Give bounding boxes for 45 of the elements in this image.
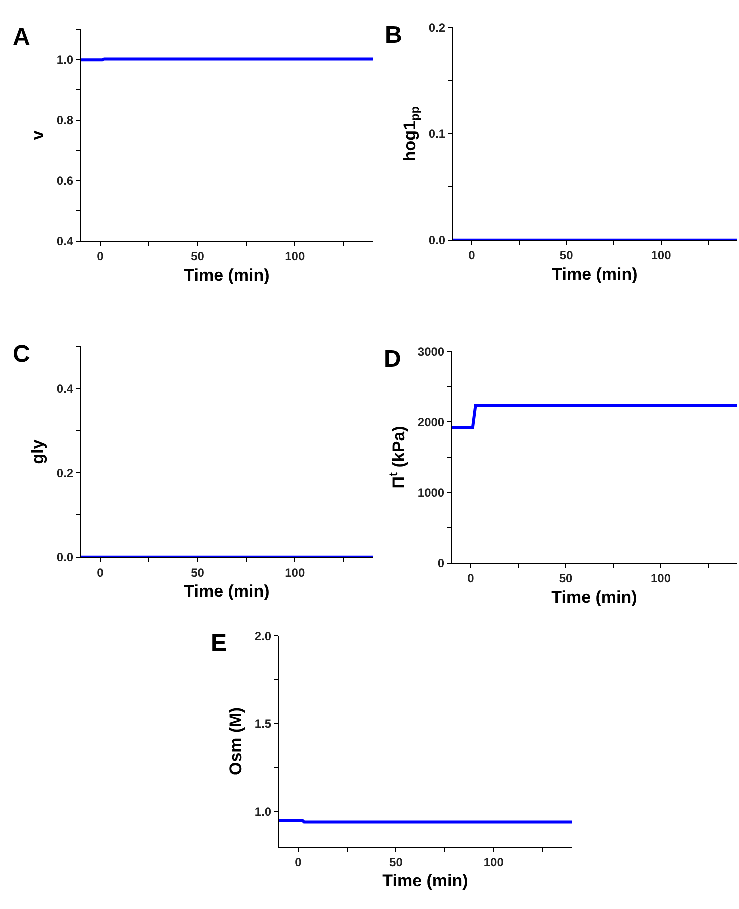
y-tick-label: 1000 xyxy=(418,486,445,500)
y-tick-label: 1.0 xyxy=(56,53,74,68)
x-tick-label: 0 xyxy=(295,855,302,870)
y-tick-label: 0.4 xyxy=(56,234,74,249)
y-axis-title: Osm (M) xyxy=(226,708,246,776)
x-tick-label: 0 xyxy=(468,248,476,263)
chart-title: A xyxy=(13,24,30,51)
x-axis-title: Time (min) xyxy=(552,265,638,284)
chart-title: B xyxy=(385,22,402,49)
chart-title: D xyxy=(384,346,402,373)
x-tick-label: 100 xyxy=(650,572,672,586)
y-tick-label: 3000 xyxy=(418,344,445,359)
x-tick-label: 50 xyxy=(191,566,205,580)
y-tick-label: 2000 xyxy=(418,415,445,430)
x-tick-label: 0 xyxy=(468,572,475,586)
chart-title: C xyxy=(13,341,30,368)
chart-title: E xyxy=(211,630,228,657)
y-tick-label: 0.6 xyxy=(56,174,74,188)
y-tick-label: 0.2 xyxy=(56,466,74,480)
y-tick-label: 0.0 xyxy=(428,234,446,248)
y-tick-label: 1.0 xyxy=(254,804,272,819)
y-tick-label: 0.2 xyxy=(428,20,446,35)
x-tick-label: 100 xyxy=(484,855,504,870)
x-tick-label: 50 xyxy=(560,248,574,263)
y-tick-label: 0.0 xyxy=(56,550,74,565)
x-axis-title: Time (min) xyxy=(382,872,468,891)
x-axis-title: Time (min) xyxy=(552,588,638,608)
x-tick-label: 100 xyxy=(285,566,306,580)
y-tick-label: 0.4 xyxy=(56,382,74,396)
y-tick-label: 2.0 xyxy=(254,629,272,644)
x-tick-label: 0 xyxy=(97,250,104,264)
y-tick-label: 0.8 xyxy=(56,114,74,128)
x-tick-label: 0 xyxy=(97,566,104,580)
y-axis-title: gly xyxy=(28,439,48,464)
y-axis-title: v xyxy=(28,130,48,140)
x-tick-label: 100 xyxy=(651,248,672,263)
x-tick-label: 50 xyxy=(390,855,404,870)
x-axis-title: Time (min) xyxy=(184,582,270,602)
x-tick-label: 50 xyxy=(191,250,205,264)
y-tick-label: 0 xyxy=(438,556,445,570)
y-tick-label: 0.1 xyxy=(428,127,446,142)
y-tick-label: 1.5 xyxy=(254,717,272,732)
x-tick-label: 100 xyxy=(285,250,306,264)
x-axis-title: Time (min) xyxy=(184,266,270,286)
x-tick-label: 50 xyxy=(559,572,573,586)
